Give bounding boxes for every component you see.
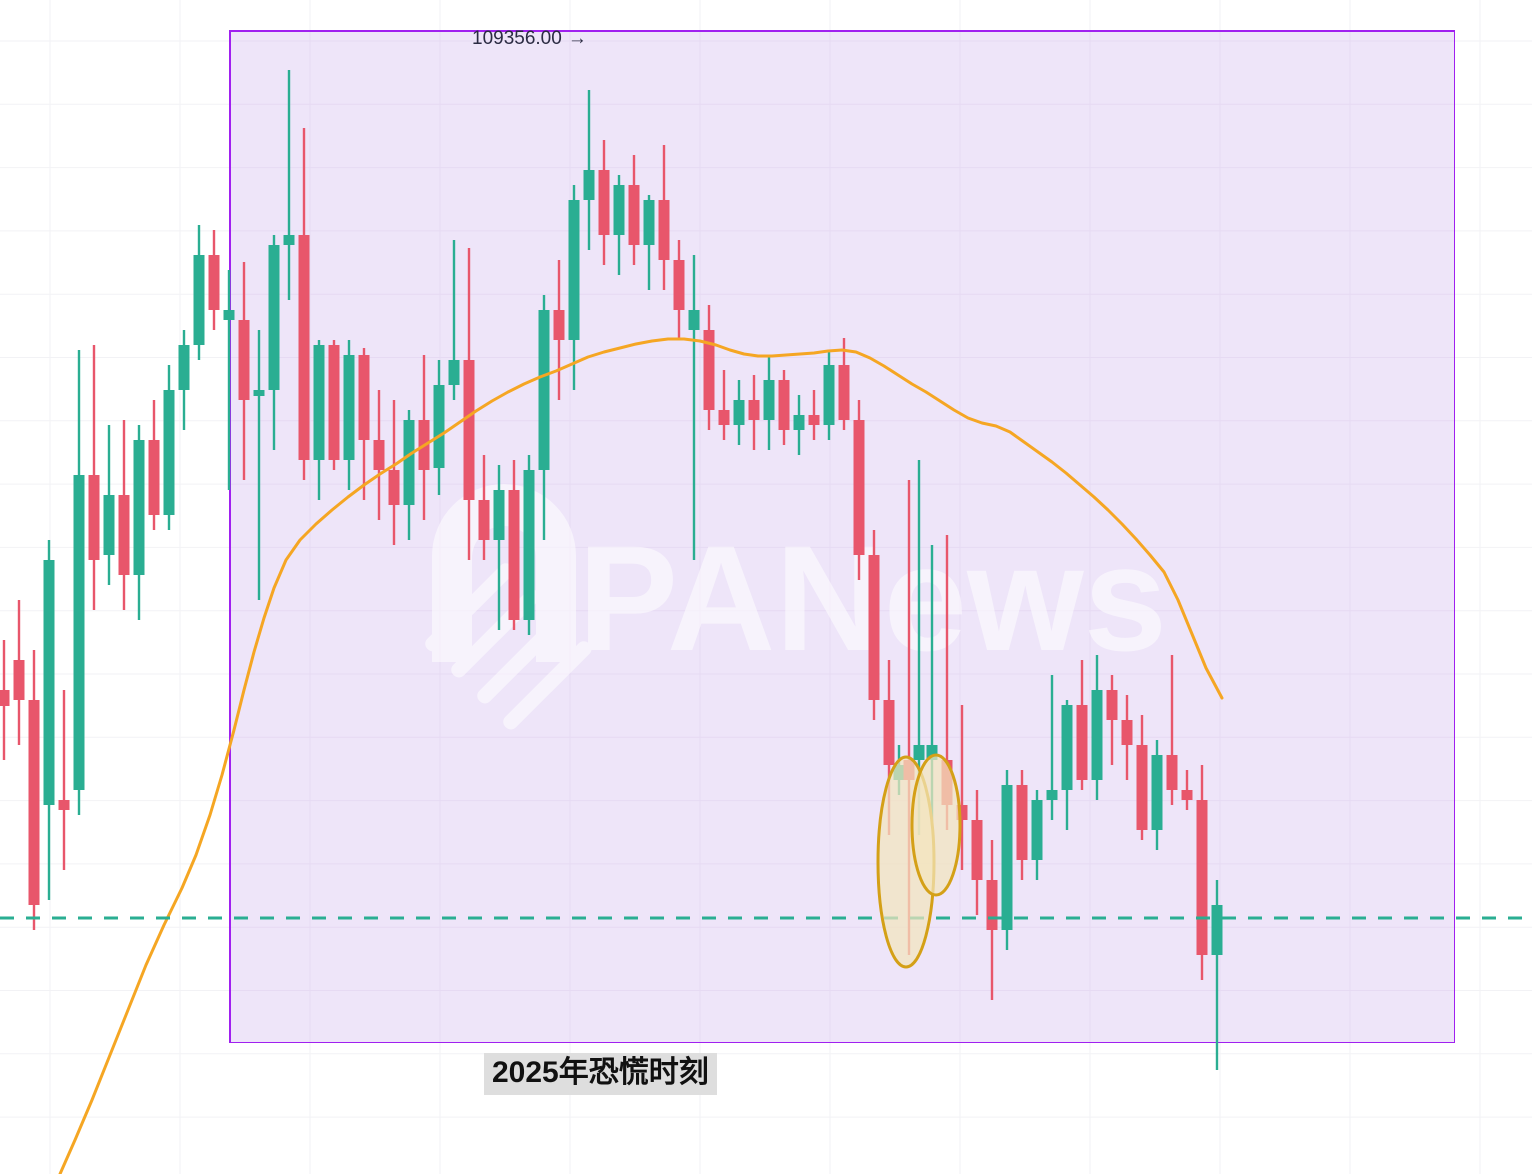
- moving-average-line: [58, 337, 1224, 1174]
- candle-series: [0, 70, 1223, 1070]
- arrow-right-icon: →: [567, 28, 587, 49]
- price-label: 109356.00 →: [472, 28, 587, 50]
- caption-label: 2025年恐慌时刻: [484, 1053, 717, 1095]
- price-label-value: 109356.00: [472, 28, 562, 49]
- highlight-region: [229, 30, 1455, 1043]
- annotation-ellipses: [876, 753, 962, 969]
